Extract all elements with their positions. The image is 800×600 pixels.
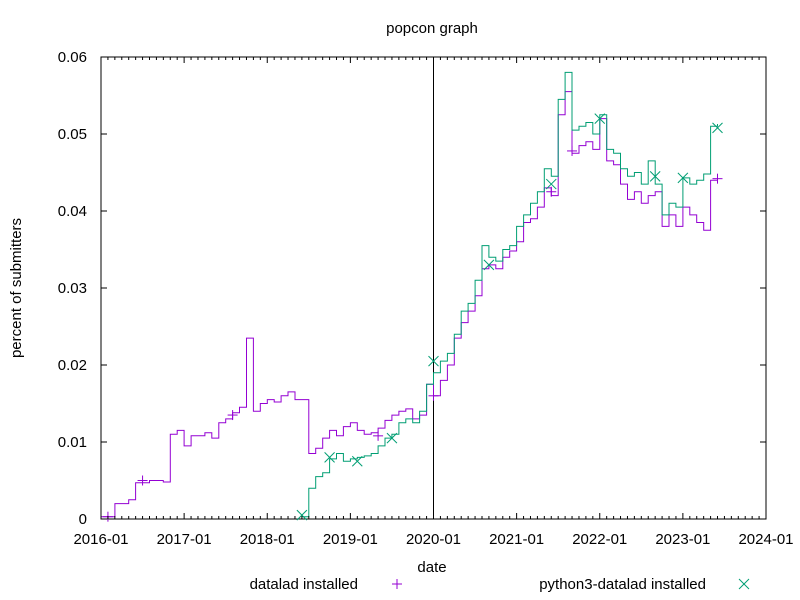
series-1-marker (594, 113, 606, 124)
legend-marker-datalad (392, 579, 402, 589)
x-tick-label: 2020-01 (406, 531, 461, 548)
x-tick-label: 2018-01 (240, 531, 295, 548)
series-1-marker (386, 432, 398, 444)
marker-layer (102, 113, 723, 522)
series-1-marker (649, 170, 661, 182)
series-1-marker (296, 509, 308, 521)
series-0-marker (137, 475, 148, 486)
series-1-marker (351, 455, 363, 467)
x-tick-label: 2024-01 (738, 531, 793, 548)
cross-b (712, 122, 723, 134)
legend: datalad installed python3-datalad instal… (250, 576, 750, 593)
y-tick-label: 0 (79, 511, 87, 528)
y-tick-label: 0.06 (58, 49, 87, 66)
x-tick-label: 2017-01 (157, 531, 212, 548)
series-layer (101, 71, 718, 518)
y-axis: 0 0.01 0.02 0.03 0.04 0.05 0.06 (58, 49, 766, 528)
x-tick-label: 2021-01 (489, 531, 544, 548)
series-1-marker (324, 452, 335, 463)
series-1-marker (677, 172, 689, 184)
cross-b (324, 452, 335, 463)
series-line-1 (301, 71, 718, 518)
cross-b (738, 578, 750, 590)
cross-b (483, 259, 495, 271)
y-tick-label: 0.01 (58, 434, 87, 451)
series-0-marker (227, 410, 238, 421)
x-tick-label: 2019-01 (323, 531, 378, 548)
x-tick-label: 2022-01 (572, 531, 627, 548)
cross-b (649, 170, 661, 182)
cross-b (594, 113, 606, 124)
legend-label-datalad: datalad installed (250, 576, 358, 593)
x-axis: 2016-01 2017-01 2018-01 2019-01 2020-01 2021-… (73, 57, 794, 548)
chart-title: popcon graph (386, 20, 478, 37)
cross-b (296, 509, 308, 521)
y-tick-label: 0.05 (58, 126, 87, 143)
cross-b (386, 432, 398, 444)
cross-b (428, 355, 439, 367)
y-tick-label: 0.03 (58, 280, 87, 297)
series-0-marker (546, 186, 557, 197)
plot-area (100, 56, 767, 520)
y-tick-label: 0.02 (58, 357, 87, 374)
legend-cross-icon (738, 578, 750, 590)
cross-b (545, 178, 557, 190)
series-0-marker (428, 390, 439, 401)
series-0-marker (712, 173, 723, 184)
x-tick-label: 2016-01 (73, 531, 128, 548)
y-tick-label: 0.04 (58, 203, 87, 220)
legend-label-python3-datalad: python3-datalad installed (539, 576, 706, 593)
series-1-marker (545, 178, 557, 190)
series-1-marker (428, 355, 439, 367)
series-0-marker (373, 430, 384, 441)
series-0-marker (567, 145, 578, 156)
cross-b (351, 455, 363, 467)
cross-b (677, 172, 689, 184)
y-axis-label: percent of submitters (8, 218, 25, 358)
x-tick-label: 2023-01 (655, 531, 710, 548)
x-axis-label: date (417, 559, 446, 576)
legend-plus-icon (392, 579, 402, 589)
legend-marker-python3-datalad (738, 578, 750, 590)
series-line-0 (101, 91, 718, 518)
series-1-marker (712, 122, 723, 134)
series-1-marker (483, 259, 495, 271)
